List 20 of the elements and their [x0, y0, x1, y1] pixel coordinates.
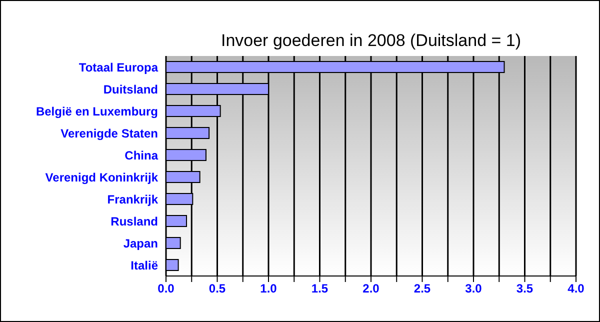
x-tick-label: 2.5 — [414, 282, 431, 296]
x-tick-label: 1.0 — [260, 282, 278, 296]
x-tick-label: 1.5 — [311, 282, 328, 296]
y-tick-label: Verenigd Koninkrijk — [45, 170, 158, 184]
y-tick-label: België en Luxemburg — [36, 104, 158, 118]
y-tick-label: China — [124, 148, 158, 162]
chart-title: Invoer goederen in 2008 (Duitsland = 1) — [220, 31, 522, 51]
y-tick-label: Duitsland — [103, 82, 158, 96]
x-tick-label: 3.0 — [465, 282, 482, 296]
x-tick-label: 0.5 — [208, 282, 226, 296]
y-tick-label: Verenigde Staten — [60, 126, 158, 140]
x-tick-label: 2.0 — [362, 282, 380, 296]
y-tick-label: Totaal Europa — [78, 60, 158, 74]
x-tick-label: 4.0 — [568, 282, 585, 296]
x-tick-label: 0.0 — [158, 282, 175, 296]
y-tick-label: Frankrijk — [107, 192, 158, 206]
y-tick-label: Japan — [123, 236, 158, 250]
x-tick-label: 3.5 — [516, 282, 534, 296]
y-tick-label: Rusland — [110, 214, 158, 228]
y-tick-label: Italië — [130, 258, 158, 272]
